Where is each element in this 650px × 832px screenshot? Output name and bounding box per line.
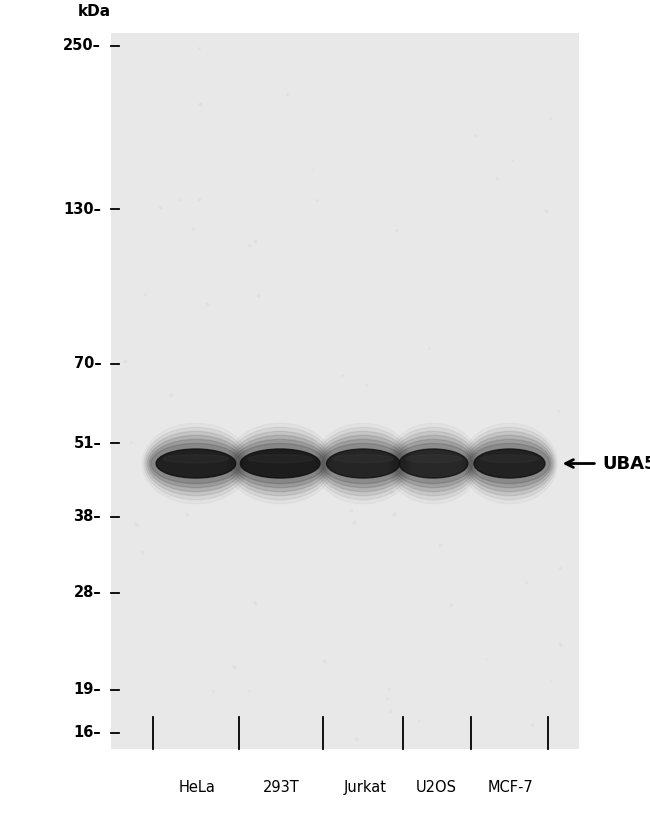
Ellipse shape: [151, 443, 241, 483]
Ellipse shape: [240, 449, 320, 478]
Ellipse shape: [390, 431, 477, 496]
Text: Jurkat: Jurkat: [344, 780, 387, 795]
Text: MCF-7: MCF-7: [488, 780, 534, 795]
Ellipse shape: [228, 428, 332, 500]
Ellipse shape: [468, 439, 551, 488]
Ellipse shape: [320, 439, 406, 488]
Ellipse shape: [315, 428, 411, 500]
Ellipse shape: [469, 443, 550, 483]
Text: 130–: 130–: [63, 202, 101, 217]
Text: UBA5: UBA5: [602, 454, 650, 473]
Ellipse shape: [393, 439, 474, 488]
Text: 28–: 28–: [73, 586, 101, 601]
Ellipse shape: [474, 449, 545, 478]
Text: 51–: 51–: [73, 436, 101, 451]
Ellipse shape: [248, 454, 313, 463]
Ellipse shape: [406, 454, 462, 463]
Ellipse shape: [148, 435, 244, 492]
Ellipse shape: [389, 428, 478, 500]
Ellipse shape: [480, 454, 538, 463]
Ellipse shape: [231, 435, 329, 492]
Ellipse shape: [399, 449, 468, 478]
Ellipse shape: [391, 435, 475, 492]
Ellipse shape: [466, 435, 552, 492]
Ellipse shape: [322, 443, 404, 483]
Ellipse shape: [149, 439, 242, 488]
Ellipse shape: [163, 454, 228, 463]
Text: kDa: kDa: [78, 4, 111, 19]
Ellipse shape: [156, 449, 236, 478]
Ellipse shape: [317, 431, 410, 496]
Ellipse shape: [326, 449, 400, 478]
Ellipse shape: [463, 428, 556, 500]
Text: 250–: 250–: [63, 38, 101, 53]
Text: 16–: 16–: [73, 726, 101, 740]
Ellipse shape: [146, 431, 246, 496]
Ellipse shape: [318, 435, 408, 492]
Ellipse shape: [333, 454, 393, 463]
Text: HeLa: HeLa: [179, 780, 216, 795]
Ellipse shape: [144, 428, 248, 500]
Text: 19–: 19–: [73, 682, 101, 697]
Ellipse shape: [233, 439, 327, 488]
Text: 38–: 38–: [73, 509, 101, 524]
Text: 70–: 70–: [73, 356, 101, 371]
Text: 293T: 293T: [263, 780, 300, 795]
Ellipse shape: [230, 431, 330, 496]
Ellipse shape: [395, 443, 473, 483]
Ellipse shape: [235, 443, 325, 483]
Text: U2OS: U2OS: [415, 780, 456, 795]
Ellipse shape: [465, 431, 554, 496]
